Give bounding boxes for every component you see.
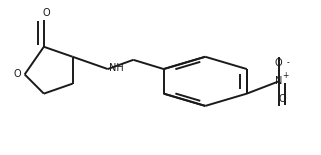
Text: NH: NH [109, 62, 124, 73]
Text: O: O [43, 8, 50, 18]
Text: +: + [282, 71, 289, 80]
Text: O: O [13, 69, 21, 79]
Text: -: - [286, 58, 289, 67]
Text: N: N [275, 76, 282, 86]
Text: O: O [279, 94, 286, 104]
Text: O: O [275, 58, 282, 68]
